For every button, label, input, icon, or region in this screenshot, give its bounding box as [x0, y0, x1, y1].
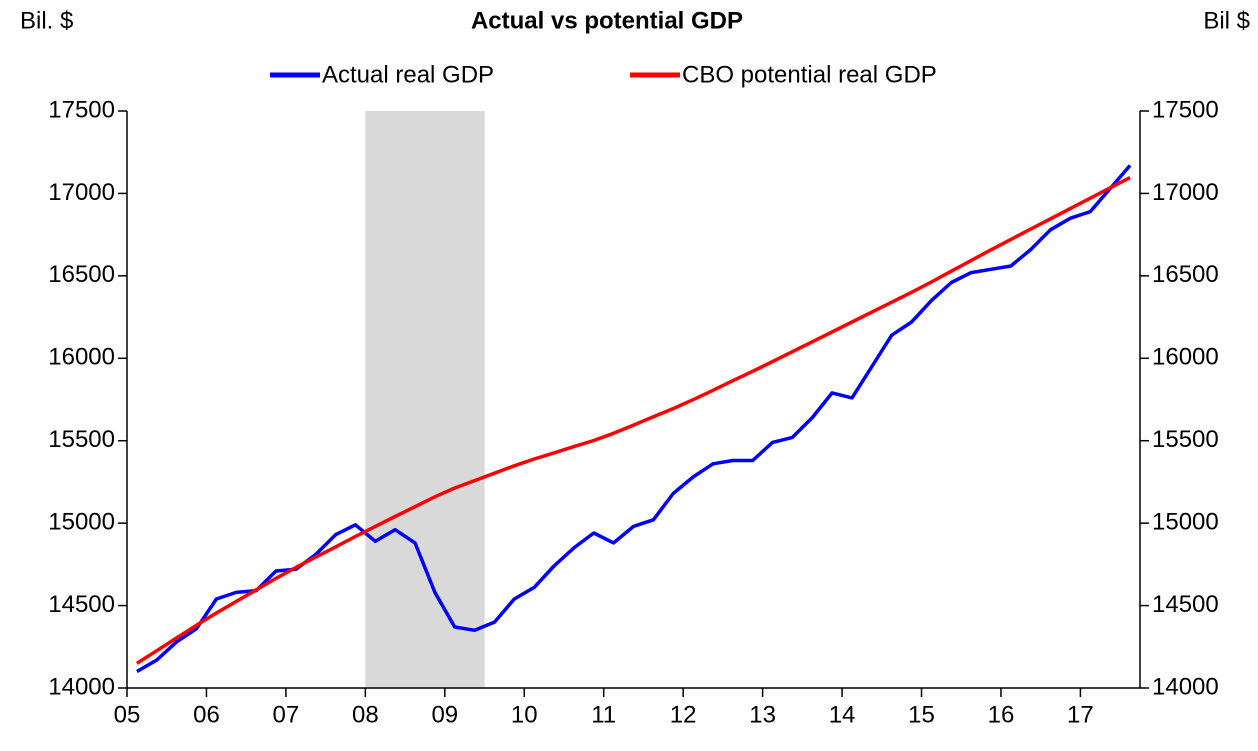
y2-tick-label: 14000 — [1152, 673, 1219, 700]
x-tick-label: 10 — [511, 701, 538, 728]
y-tick-label: 17000 — [48, 179, 115, 206]
y-tick-label: 16500 — [48, 261, 115, 288]
x-tick-label: 17 — [1067, 701, 1094, 728]
y-tick-label: 17500 — [48, 96, 115, 123]
y-tick-label: 14000 — [48, 673, 115, 700]
x-tick-label: 11 — [591, 701, 616, 728]
legend-label: CBO potential real GDP — [682, 61, 937, 88]
x-tick-label: 09 — [431, 701, 458, 728]
x-tick-label: 13 — [749, 701, 776, 728]
series-line — [135, 176, 1131, 665]
y2-axis-label: Bil $ — [1203, 7, 1250, 34]
chart-title: Actual vs potential GDP — [471, 7, 743, 34]
y2-tick-label: 17000 — [1152, 179, 1219, 206]
y2-tick-label: 16000 — [1152, 344, 1219, 371]
y-tick-label: 15500 — [48, 426, 115, 453]
y-tick-label: 16000 — [48, 344, 115, 371]
y-tick-label: 15000 — [48, 508, 115, 535]
x-tick-label: 05 — [114, 701, 141, 728]
y2-tick-label: 15000 — [1152, 508, 1219, 535]
x-tick-label: 16 — [988, 701, 1015, 728]
y2-tick-label: 16500 — [1152, 261, 1219, 288]
y-tick-label: 14500 — [48, 591, 115, 618]
x-tick-label: 08 — [352, 701, 379, 728]
y2-tick-label: 15500 — [1152, 426, 1219, 453]
legend-label: Actual real GDP — [322, 61, 494, 88]
y2-tick-label: 14500 — [1152, 591, 1219, 618]
recession-shade — [365, 111, 485, 688]
x-tick-label: 14 — [829, 701, 856, 728]
x-tick-label: 07 — [273, 701, 300, 728]
series-line — [136, 164, 1132, 674]
y2-tick-label: 17500 — [1152, 96, 1219, 123]
y-axis-label: Bil. $ — [20, 7, 73, 34]
x-tick-label: 15 — [908, 701, 935, 728]
x-tick-label: 12 — [670, 701, 697, 728]
x-tick-label: 06 — [193, 701, 220, 728]
